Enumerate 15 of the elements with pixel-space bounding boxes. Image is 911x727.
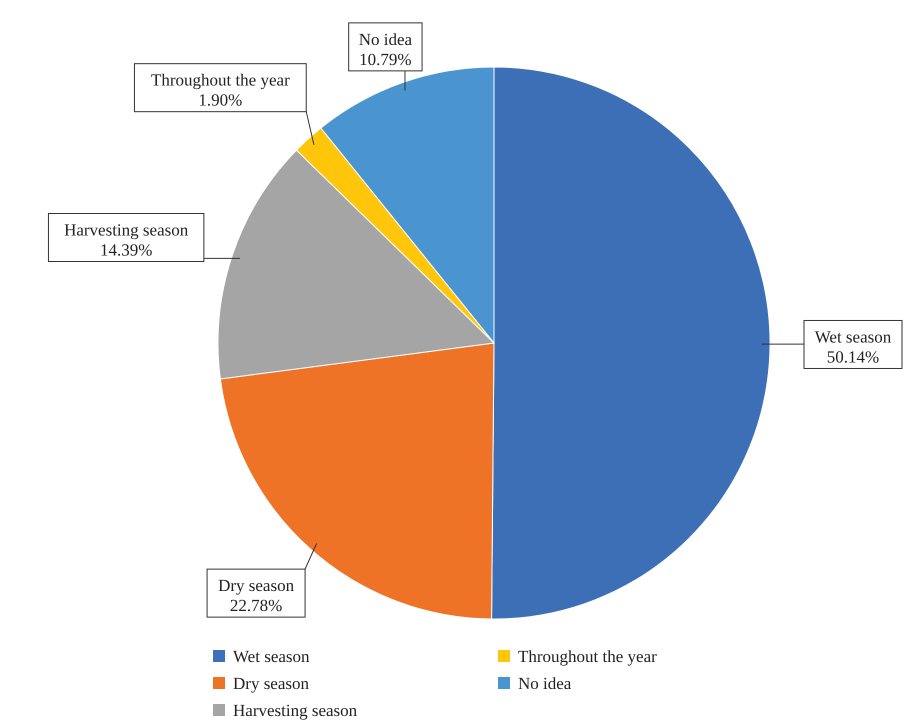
- data-label: 14.39%: [100, 240, 152, 260]
- slice-label: Dry season: [218, 576, 295, 596]
- slice-label: Wet season: [814, 327, 892, 346]
- slice-label: No idea: [358, 30, 412, 49]
- legend-label: Harvesting season: [233, 701, 358, 720]
- legend-label: Wet season: [233, 647, 310, 666]
- data-label: 22.78%: [230, 596, 282, 616]
- legend-label: Dry season: [233, 674, 310, 693]
- slice-label: Throughout the year: [150, 70, 290, 90]
- legend-label: Throughout the year: [518, 647, 658, 666]
- data-label: 1.90%: [198, 90, 242, 110]
- data-label: 50.14%: [826, 347, 880, 366]
- slice-label: Harvesting season: [64, 220, 189, 240]
- legend-label: No idea: [518, 674, 572, 693]
- data-label: 10.79%: [359, 50, 412, 69]
